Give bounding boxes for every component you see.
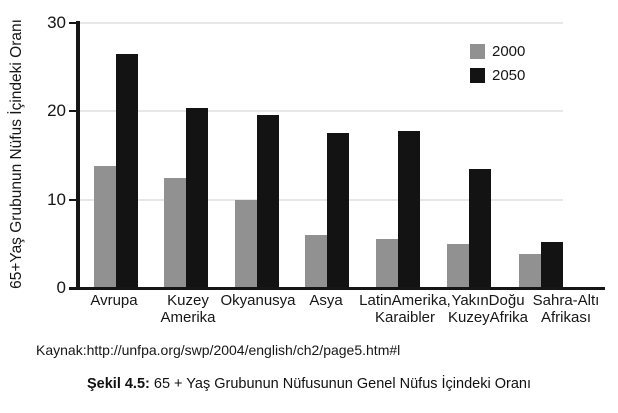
legend-item-2050: 2050: [470, 66, 525, 85]
legend: 2000 2050: [470, 42, 525, 90]
category-label-3: Asya: [309, 292, 343, 309]
y-tick-10: [69, 198, 77, 201]
legend-label-2000: 2000: [492, 43, 526, 60]
legend-label-2050: 2050: [492, 67, 526, 84]
source-line: Kaynak:http://unfpa.org/swp/2004/english…: [36, 342, 401, 358]
legend-item-2000: 2000: [470, 42, 525, 61]
bar-2050-6: [540, 242, 563, 288]
y-axis-title: 65+Yaş Grubunun Nüfus İçindeki Oranı: [8, 19, 25, 289]
category-label-1: Kuzey Amerika: [160, 292, 216, 326]
bar-2000-6: [518, 254, 541, 288]
caption-text: 65 + Yaş Grubunun Nüfusunun Genel Nüfus …: [149, 376, 531, 392]
bar-2050-0: [115, 53, 138, 288]
legend-swatch-2000: [470, 44, 485, 59]
x-axis-line: [69, 287, 605, 290]
bar-2000-1: [164, 177, 186, 288]
y-tick-0: [69, 287, 77, 289]
figure-caption: Şekil 4.5: 65 + Yaş Grubunun Nüfusunun G…: [0, 376, 618, 392]
y-tick-label-30: 30: [47, 13, 66, 32]
category-label-0: Avrupa: [90, 292, 138, 309]
bar-2000-0: [93, 166, 116, 288]
gridline-20: [78, 110, 563, 113]
bar-2050-3: [327, 132, 349, 288]
category-label-4: LatinAmerika, Karaibler: [359, 292, 451, 326]
bar-2000-5: [446, 243, 469, 288]
bar-2050-1: [186, 107, 208, 288]
category-label-2: Okyanusya: [220, 292, 296, 309]
bar-2000-3: [305, 235, 327, 288]
bar-2000-4: [376, 239, 398, 288]
category-label-5: YakınDoğu KuzeyAfrika: [447, 292, 529, 326]
y-tick-30: [69, 22, 77, 24]
gridline-30: [78, 22, 563, 24]
y-axis-line: [76, 21, 80, 290]
y-tick-label-20: 20: [47, 101, 66, 121]
gridline-10: [78, 198, 563, 201]
y-tick-label-10: 10: [47, 189, 66, 209]
bar-2050-5: [468, 168, 491, 288]
legend-swatch-2050: [470, 68, 485, 83]
bar-chart: 65+Yaş Grubunun Nüfus İçindeki Oranı 200…: [8, 13, 605, 326]
bar-2050-4: [398, 130, 420, 288]
y-tick-label-0: 0: [56, 278, 66, 297]
category-label-6: Sahra-Altı Afrikası: [532, 292, 600, 326]
bar-2000-2: [235, 199, 257, 288]
bar-2050-2: [257, 114, 279, 288]
y-tick-20: [69, 110, 77, 113]
caption-label: Şekil 4.5:: [86, 376, 150, 392]
